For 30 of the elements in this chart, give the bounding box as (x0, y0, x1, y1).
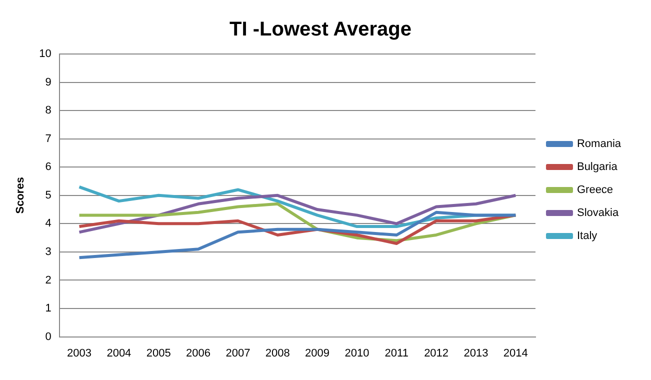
y-tick-label: 7 (45, 132, 52, 145)
x-tick-label: 2014 (503, 347, 528, 360)
legend-label: Bulgaria (576, 161, 618, 174)
y-tick-label: 5 (45, 189, 52, 202)
y-axis-title: Scores (14, 177, 27, 214)
y-tick-label: 0 (45, 330, 52, 343)
x-tick-label: 2009 (305, 347, 330, 360)
legend-label: Italy (576, 230, 598, 242)
legend-label: Slovakia (576, 207, 620, 220)
y-tick-label: 4 (45, 218, 52, 230)
y-tick-label: 2 (45, 274, 52, 286)
y-tick-label: 8 (45, 104, 52, 117)
legend-label: Romania (576, 138, 622, 150)
x-tick-label: 2012 (424, 347, 449, 360)
x-tick-label: 2004 (106, 347, 132, 360)
x-tick-label: 2006 (186, 347, 211, 360)
x-tick-label: 2005 (146, 347, 171, 360)
x-tick-label: 2008 (265, 347, 290, 360)
y-tick-label: 1 (45, 302, 52, 315)
x-tick-label: 2011 (384, 347, 408, 360)
x-tick-label: 2007 (226, 347, 250, 360)
chart-title: TI -Lowest Average (230, 18, 412, 41)
x-tick-label: 2003 (67, 347, 92, 360)
x-tick-label: 2010 (344, 347, 370, 360)
y-tick-label: 10 (39, 48, 52, 60)
y-tick-label: 3 (45, 246, 52, 258)
y-tick-label: 9 (45, 76, 52, 88)
x-tick-label: 2013 (464, 347, 488, 360)
y-tick-label: 6 (45, 161, 52, 174)
legend-label: Greece (576, 184, 614, 196)
